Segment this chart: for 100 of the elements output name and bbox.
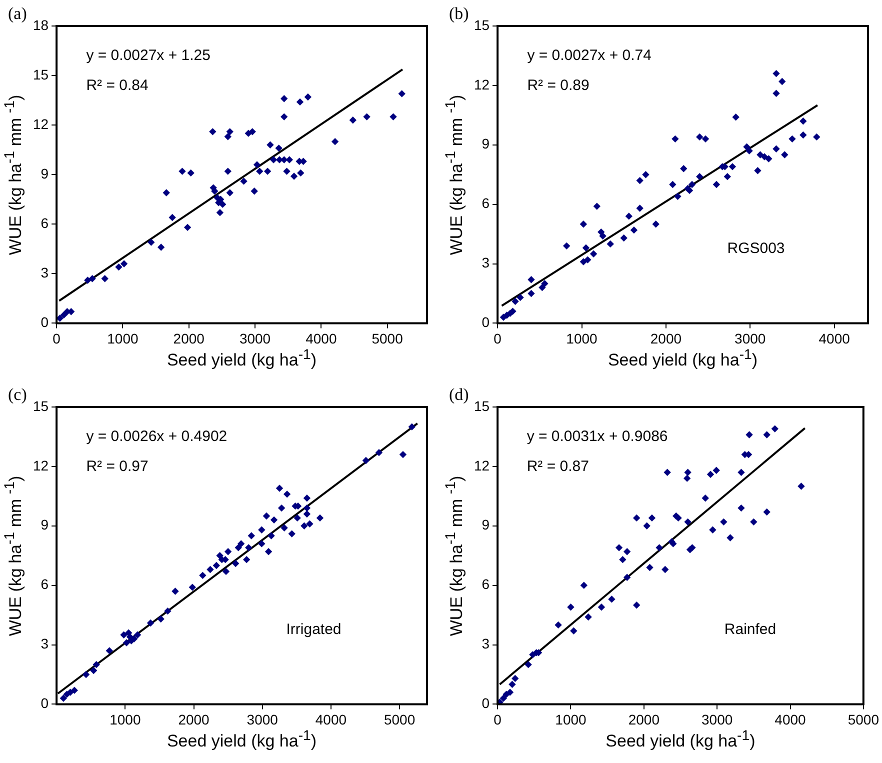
point bbox=[101, 275, 108, 282]
point bbox=[688, 544, 696, 552]
point bbox=[599, 232, 606, 240]
point bbox=[756, 151, 764, 158]
point bbox=[800, 131, 807, 139]
x-tick-label: 4000 bbox=[315, 711, 347, 728]
point bbox=[268, 532, 275, 540]
point bbox=[134, 631, 142, 638]
point bbox=[619, 556, 626, 564]
point bbox=[763, 431, 770, 438]
point bbox=[652, 220, 660, 228]
point bbox=[258, 526, 266, 534]
point bbox=[772, 90, 780, 97]
point bbox=[164, 607, 172, 615]
point bbox=[662, 566, 669, 574]
point bbox=[206, 566, 214, 574]
x-axis-title: Seed yield (kg ha$^{-1}$) bbox=[166, 728, 317, 752]
point bbox=[264, 168, 272, 175]
point bbox=[590, 250, 598, 258]
point bbox=[738, 468, 745, 476]
point bbox=[399, 450, 407, 458]
point bbox=[541, 280, 548, 288]
point bbox=[184, 224, 192, 232]
point bbox=[726, 534, 734, 542]
y-tick-label: 15 bbox=[474, 398, 490, 414]
point bbox=[264, 548, 272, 556]
point bbox=[92, 660, 100, 668]
point bbox=[754, 167, 762, 174]
y-tick-label: 3 bbox=[482, 254, 490, 271]
point bbox=[224, 168, 232, 175]
point bbox=[672, 135, 679, 143]
chart-title: (d) bbox=[449, 385, 469, 405]
x-tick-label: 3000 bbox=[246, 711, 278, 728]
y-tick-label: 15 bbox=[32, 66, 49, 82]
point bbox=[331, 138, 339, 146]
point bbox=[696, 172, 704, 180]
point bbox=[788, 135, 796, 143]
point bbox=[294, 514, 301, 522]
point bbox=[625, 212, 633, 220]
point bbox=[706, 470, 714, 478]
point bbox=[262, 512, 270, 520]
point bbox=[88, 275, 96, 282]
point bbox=[683, 474, 691, 482]
point bbox=[303, 504, 311, 512]
point bbox=[240, 178, 248, 185]
point bbox=[270, 516, 278, 524]
point bbox=[290, 172, 298, 180]
x-tick-label: 2000 bbox=[628, 711, 660, 728]
y-tick-label: 9 bbox=[40, 516, 49, 533]
point bbox=[598, 604, 606, 611]
y-tick-label: 9 bbox=[482, 136, 490, 152]
point bbox=[684, 468, 692, 476]
point bbox=[606, 240, 614, 248]
point bbox=[303, 510, 311, 518]
point bbox=[270, 156, 278, 164]
point bbox=[349, 116, 357, 124]
x-tick-label: 3000 bbox=[702, 711, 733, 728]
point bbox=[296, 98, 304, 106]
point bbox=[248, 128, 256, 136]
annotation: R² = 0.87 bbox=[526, 458, 589, 475]
x-tick-label: 1000 bbox=[555, 711, 587, 728]
point bbox=[286, 156, 294, 164]
x-tick-label: 3000 bbox=[734, 330, 766, 346]
point bbox=[316, 514, 324, 522]
point bbox=[224, 548, 232, 556]
annotation: y = 0.0026x + 0.4902 bbox=[86, 428, 228, 445]
point bbox=[584, 256, 592, 264]
point bbox=[570, 627, 578, 634]
point bbox=[728, 163, 736, 170]
point bbox=[363, 113, 370, 120]
point bbox=[506, 688, 514, 696]
point bbox=[275, 144, 282, 152]
x-tick-label: 1000 bbox=[107, 330, 138, 346]
point bbox=[187, 169, 194, 177]
point bbox=[772, 145, 780, 152]
point bbox=[211, 188, 218, 195]
point bbox=[563, 242, 570, 250]
point bbox=[248, 532, 255, 540]
point bbox=[253, 161, 261, 168]
point bbox=[778, 78, 786, 86]
y-tick-label: 15 bbox=[32, 398, 49, 414]
point bbox=[813, 133, 820, 141]
point bbox=[172, 588, 179, 595]
point bbox=[800, 118, 807, 125]
point bbox=[188, 584, 196, 591]
point bbox=[362, 456, 370, 464]
x-axis-title: Seed yield (kg ha$^{-1}$) bbox=[608, 347, 758, 371]
point bbox=[656, 544, 663, 552]
point bbox=[674, 192, 682, 200]
point bbox=[245, 544, 252, 552]
point bbox=[696, 133, 704, 141]
point bbox=[765, 155, 772, 162]
y-tick-label: 3 bbox=[40, 264, 49, 281]
x-tick-label: 4000 bbox=[818, 330, 850, 346]
point bbox=[584, 613, 592, 621]
point bbox=[593, 202, 601, 210]
point bbox=[746, 147, 753, 154]
point bbox=[375, 448, 383, 456]
annotation: y = 0.0027x + 1.25 bbox=[86, 46, 210, 64]
point bbox=[554, 621, 562, 629]
